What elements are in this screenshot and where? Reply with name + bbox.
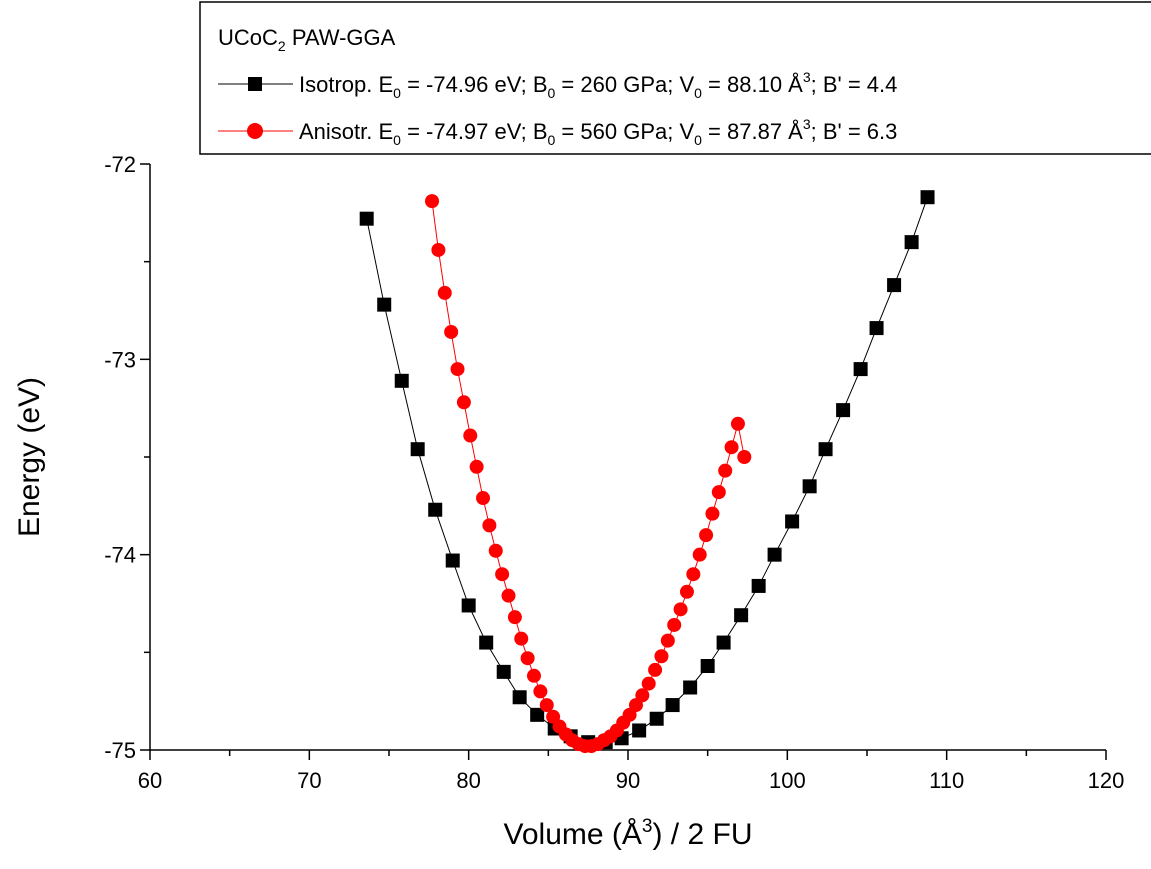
legend: UCoC2 PAW-GGA Isotrop. E0 = -74.96 eV; B… [199, 1, 1151, 155]
data-point [377, 297, 392, 312]
series-line-0 [366, 197, 928, 743]
data-point [526, 668, 541, 683]
data-point [431, 242, 446, 257]
legend-marker-isotrop [248, 77, 262, 91]
legend-entry-isotrop: Isotrop. E0 = -74.96 eV; B0 = 260 GPa; V… [218, 69, 897, 101]
x-tick-label: 110 [929, 768, 964, 793]
data-point [737, 450, 752, 464]
y-tick-label: -72 [104, 152, 136, 177]
data-point [751, 578, 766, 593]
data-point [539, 698, 554, 713]
data-point [437, 285, 452, 300]
data-point [700, 659, 715, 674]
data-point [730, 416, 745, 431]
data-point [648, 662, 663, 677]
x-axis-label: Volume (Å3) / 2 FU [504, 816, 753, 851]
data-point [520, 651, 535, 666]
data-point [456, 395, 471, 410]
data-point [476, 491, 491, 506]
data-point [410, 442, 425, 457]
data-point [920, 190, 935, 205]
data-point [705, 506, 720, 521]
data-point [469, 459, 484, 474]
data-markers [359, 190, 935, 754]
data-point [711, 485, 726, 500]
x-tick-label: 60 [138, 768, 162, 793]
data-point [495, 567, 510, 582]
data-point [802, 479, 817, 494]
data-point [512, 690, 527, 705]
data-point [869, 321, 884, 336]
data-point [444, 324, 459, 339]
data-point [533, 684, 548, 699]
data-point [635, 688, 650, 703]
x-tick-label: 80 [456, 768, 480, 793]
data-point [679, 584, 694, 599]
data-point [692, 547, 707, 562]
data-point [496, 664, 511, 679]
data-point [463, 428, 478, 443]
data-point [836, 403, 851, 418]
legend-marker-anisotr [247, 123, 263, 139]
data-point [450, 362, 465, 377]
data-point [683, 680, 698, 695]
y-ticks: -75 -74 -73 -72 [104, 152, 150, 763]
data-point [673, 602, 688, 617]
x-ticks: 60 70 80 90 100 110 120 [138, 750, 1125, 793]
data-point [514, 631, 529, 646]
data-point [818, 442, 833, 457]
data-point [665, 698, 680, 713]
data-point [660, 633, 675, 648]
legend-entry-anisotr: Anisotr. E0 = -74.97 eV; B0 = 560 GPa; V… [218, 116, 897, 148]
data-point [785, 514, 800, 529]
x-tick-label: 70 [297, 768, 321, 793]
legend-title: UCoC2 PAW-GGA [218, 25, 396, 54]
data-point [359, 211, 374, 226]
data-point [887, 278, 902, 293]
data-point [428, 502, 443, 517]
data-point [686, 567, 701, 582]
x-tick-label: 100 [769, 768, 806, 793]
y-tick-label: -73 [104, 347, 136, 372]
data-point [904, 235, 919, 250]
data-point [654, 649, 669, 664]
data-point [853, 362, 868, 377]
data-point [445, 553, 460, 568]
data-point [479, 635, 494, 650]
data-point [641, 676, 656, 691]
y-axis-label: Energy (eV) [13, 377, 46, 537]
data-point [667, 617, 682, 632]
data-point [718, 463, 733, 478]
fit-curves [366, 197, 928, 747]
data-point [649, 711, 664, 726]
x-tick-label: 120 [1088, 768, 1125, 793]
legend-box [199, 1, 1151, 155]
x-tick-label: 90 [616, 768, 640, 793]
data-point [425, 194, 440, 209]
series-line-1 [431, 201, 745, 747]
data-point [394, 373, 409, 388]
data-point [482, 518, 497, 533]
y-tick-label: -74 [104, 543, 136, 568]
data-point [716, 635, 731, 650]
data-point [530, 707, 545, 722]
y-tick-label: -75 [104, 738, 136, 763]
data-point [488, 543, 503, 558]
data-point [507, 610, 522, 625]
data-point [734, 608, 749, 623]
data-point [501, 588, 516, 603]
data-point [767, 547, 782, 562]
data-point [699, 528, 714, 543]
data-point [724, 440, 739, 455]
data-point [461, 598, 476, 613]
data-point [632, 723, 647, 738]
